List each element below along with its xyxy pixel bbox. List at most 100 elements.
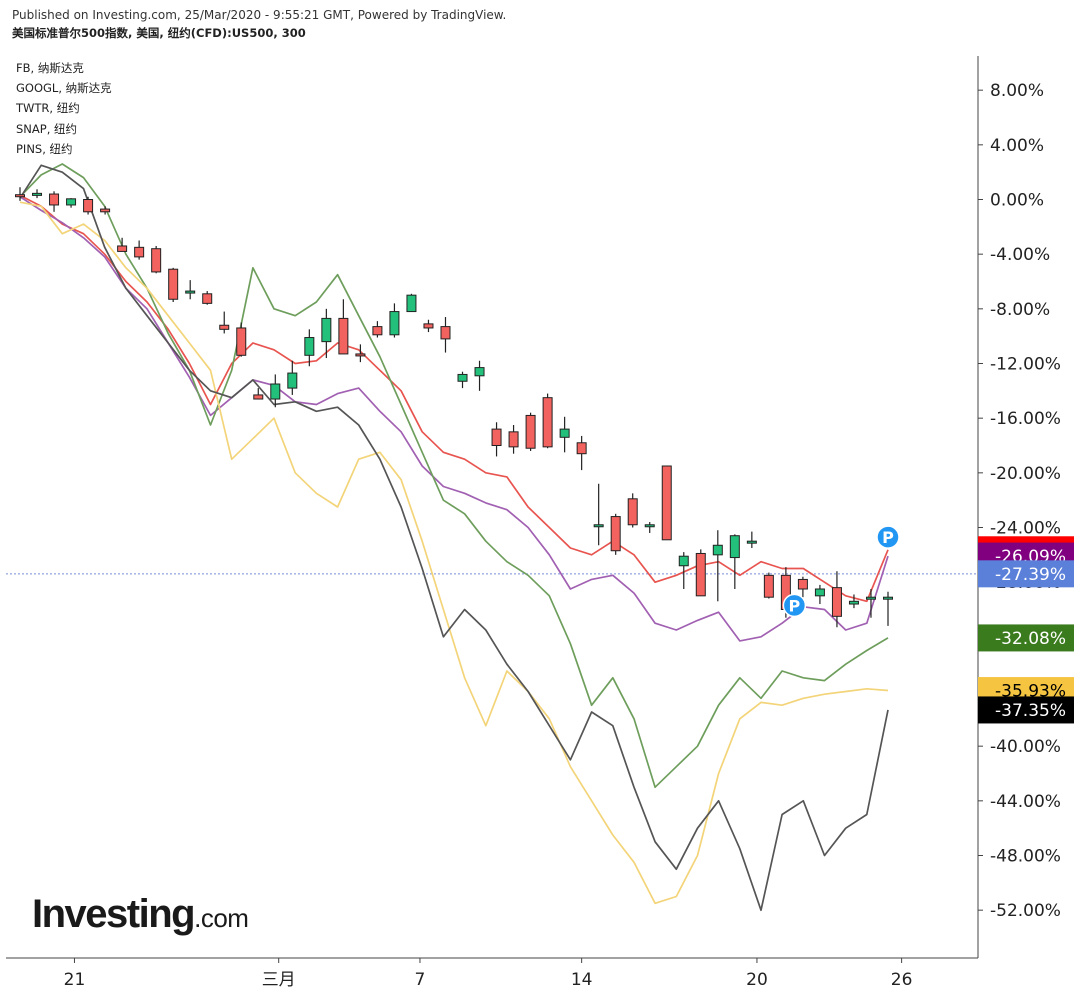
candle-body — [287, 372, 298, 389]
candle-body — [32, 192, 43, 196]
candle — [661, 465, 672, 541]
candle-body — [236, 327, 247, 356]
candle-body — [644, 524, 655, 528]
logo-suffix: .com — [194, 903, 249, 933]
candle — [440, 317, 451, 353]
last-value-tag: -32.08% — [978, 624, 1074, 652]
candle-body — [423, 323, 434, 329]
candle-body — [508, 431, 519, 448]
candle — [746, 531, 757, 548]
candle — [100, 206, 111, 215]
candle — [117, 237, 128, 252]
candle-body — [117, 245, 128, 252]
candle — [355, 344, 366, 363]
series-line-pins — [19, 164, 889, 912]
candle — [134, 240, 145, 260]
candle — [474, 360, 485, 391]
candle-body — [593, 524, 604, 528]
candle-body — [406, 294, 417, 313]
dividend-marker[interactable]: P — [876, 525, 900, 549]
investing-logo: Investing.com — [32, 892, 249, 937]
candle — [287, 360, 298, 395]
candle — [372, 321, 383, 338]
marker-circle — [782, 593, 807, 618]
candle-body — [389, 311, 400, 336]
candle-body — [678, 555, 689, 567]
y-tick-label: 4.00% — [990, 136, 1044, 156]
candle-body — [372, 326, 383, 336]
published-info: Published on Investing.com, 25/Mar/2020 … — [12, 8, 507, 22]
candle — [508, 425, 519, 454]
x-tick-label: 20 — [746, 970, 768, 990]
candle-body — [440, 326, 451, 340]
y-tick-label: -40.00% — [990, 737, 1061, 757]
marker-circle — [876, 525, 900, 549]
candle-body — [491, 428, 502, 447]
candle-body — [610, 516, 621, 552]
candle — [168, 267, 179, 302]
last-value-tag: -37.35% — [978, 696, 1074, 724]
candle-body — [831, 587, 842, 617]
x-tick-label: 三月 — [262, 970, 296, 990]
legend-item-pins[interactable]: PINS, 纽约 — [16, 141, 73, 156]
candle — [66, 198, 77, 208]
candle-body — [627, 498, 638, 526]
candle-body — [729, 535, 740, 559]
y-tick-label: -4.00% — [990, 245, 1050, 265]
candle — [712, 530, 723, 602]
candle — [559, 416, 570, 453]
y-tick-label: 8.00% — [990, 81, 1044, 101]
candle — [576, 435, 587, 471]
candle-body — [797, 578, 808, 590]
candle — [338, 299, 349, 355]
candle — [15, 187, 25, 201]
candle — [185, 280, 196, 300]
candle — [627, 493, 638, 528]
legend-item-snap[interactable]: SNAP, 纽约 — [16, 121, 78, 136]
marker-label: P — [789, 596, 801, 615]
candle-body — [168, 268, 179, 300]
candle-body — [321, 317, 332, 343]
candle-body — [474, 367, 485, 377]
candle — [389, 303, 400, 338]
dividend-marker[interactable]: P — [782, 593, 807, 618]
candle — [202, 291, 213, 305]
candle — [253, 388, 264, 400]
candle — [321, 308, 332, 359]
candle — [542, 393, 553, 449]
legend-item-fb[interactable]: FB, 纳斯达克 — [16, 61, 84, 75]
candle-body — [66, 198, 77, 206]
last-value-label: -37.35% — [995, 701, 1066, 721]
candle-body — [304, 337, 315, 356]
legend-item-googl[interactable]: GOOGL, 纳斯达克 — [16, 81, 112, 96]
y-tick-label: -24.00% — [990, 519, 1061, 539]
candle-body — [15, 194, 25, 198]
candle-body — [576, 442, 587, 455]
y-tick-label: 0.00% — [990, 191, 1044, 211]
y-tick-label: -20.00% — [990, 464, 1061, 484]
candle — [763, 572, 774, 599]
candle-body — [559, 428, 570, 438]
candle-body — [712, 544, 723, 556]
last-value-bg — [978, 696, 1074, 724]
chart-header: Published on Investing.com, 25/Mar/2020 … — [12, 6, 506, 42]
candle — [610, 513, 621, 555]
candle — [814, 584, 825, 605]
candle-body — [100, 208, 111, 213]
y-tick-label: -16.00% — [990, 409, 1061, 429]
candle — [270, 374, 281, 408]
candle-body — [883, 596, 893, 600]
candle — [83, 196, 94, 215]
candle-body — [763, 574, 774, 598]
legend-item-twtr[interactable]: TWTR, 纽约 — [16, 101, 80, 116]
candle — [423, 319, 434, 333]
candle — [151, 245, 162, 274]
candle — [593, 483, 604, 546]
candle-body — [134, 246, 145, 258]
candle — [729, 534, 740, 589]
candle-body — [457, 373, 468, 382]
candle-body — [338, 317, 349, 355]
compare-legend: FB, 纳斯达克 GOOGL, 纳斯达克 TWTR, 纽约 SNAP, 纽约 P… — [16, 58, 112, 159]
candle-body — [542, 397, 553, 448]
